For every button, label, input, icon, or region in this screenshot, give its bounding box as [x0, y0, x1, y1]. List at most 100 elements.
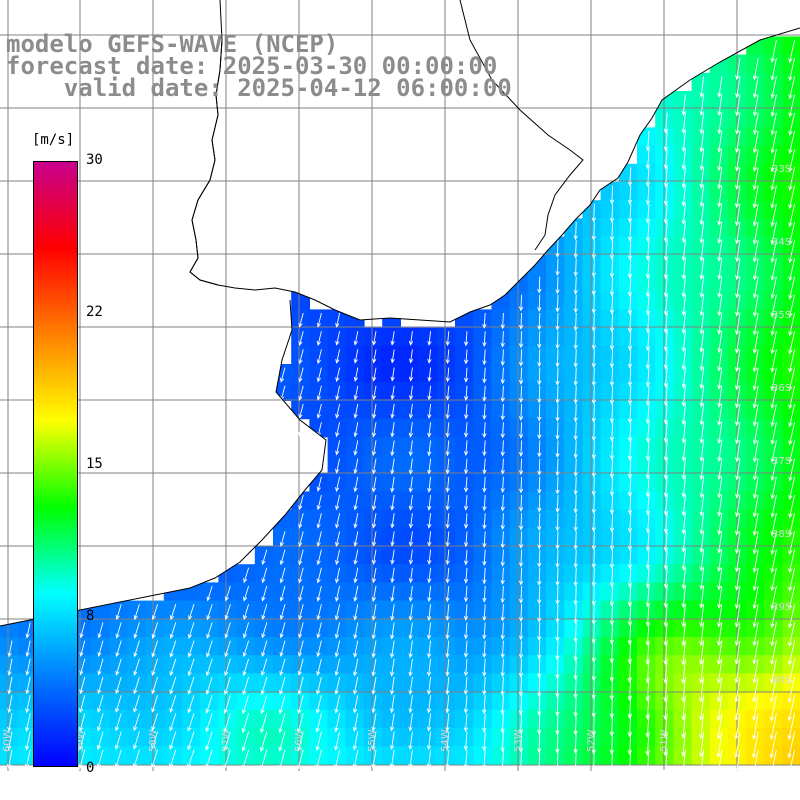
wind-arrow [663, 385, 668, 407]
wind-arrow [573, 403, 578, 423]
wind-arrow [223, 713, 231, 733]
wind-cell [509, 637, 529, 656]
wind-cell [564, 509, 583, 529]
wind-arrow [316, 531, 322, 548]
wind-cell [564, 709, 583, 729]
wind-arrow [334, 622, 341, 639]
wind-cell [564, 382, 583, 401]
wind-arrow [79, 676, 86, 695]
wind-cell [618, 509, 638, 529]
wind-cell [436, 436, 456, 456]
wind-arrow [372, 385, 377, 401]
wind-cell [509, 400, 529, 420]
wind-cell [709, 309, 729, 329]
wind-arrow [627, 294, 633, 315]
wind-cell [382, 455, 401, 474]
wind-arrow [426, 713, 432, 732]
wind-cell [218, 655, 238, 674]
wind-arrow [371, 713, 377, 732]
wind-arrow [788, 203, 796, 228]
wind-arrow [463, 349, 469, 365]
wind-cell [473, 527, 492, 547]
lon-label: 55W [367, 729, 378, 752]
wind-cell [473, 327, 492, 347]
wind-cell [455, 418, 474, 438]
wind-arrow [389, 640, 395, 659]
wind-arrow [681, 622, 686, 647]
wind-arrow [133, 640, 140, 658]
wind-arrow [555, 294, 560, 313]
wind-arrow [645, 367, 651, 388]
wind-cell [345, 400, 365, 420]
wind-cell [491, 455, 511, 474]
wind-cell [291, 691, 310, 711]
wind-cell [655, 291, 674, 310]
wind-arrow [573, 458, 578, 477]
wind-arrow [770, 312, 777, 336]
wind-cell [709, 364, 729, 383]
wind-arrow [537, 676, 542, 698]
wind-arrow [735, 240, 741, 263]
wind-arrow [482, 513, 487, 530]
wind-arrow [663, 240, 668, 261]
wind-arrow [315, 731, 322, 752]
wind-cell [18, 655, 37, 674]
wind-arrow [187, 658, 195, 677]
wind-cell [746, 491, 765, 511]
wind-cell [418, 637, 438, 656]
wind-cell [527, 455, 547, 474]
wind-cell [655, 273, 674, 292]
wind-arrow [42, 767, 49, 788]
wind-arrow [717, 130, 723, 153]
wind-arrow [518, 403, 524, 422]
wind-cell [673, 400, 693, 420]
wind-arrow [591, 312, 596, 332]
wind-cell [746, 582, 765, 602]
wind-arrow [699, 221, 705, 244]
wind-cell [382, 473, 401, 492]
wind-cell [564, 691, 583, 711]
wind-arrow [734, 513, 741, 536]
wind-cell [382, 527, 401, 547]
wind-arrow [371, 676, 377, 695]
wind-arrow [316, 567, 322, 584]
wind-arrow [627, 585, 632, 607]
wind-arrow [770, 349, 777, 373]
wind-arrow [788, 585, 796, 610]
wind-cell [782, 509, 800, 529]
wind-arrow [717, 367, 723, 390]
wind-arrow [555, 276, 560, 295]
wind-arrow [555, 531, 560, 550]
wind-arrow [591, 403, 596, 423]
wind-arrow [717, 476, 723, 499]
wind-arrow [426, 622, 432, 640]
wind-cell [600, 273, 620, 292]
wind-cell [564, 618, 583, 638]
wind-cell [527, 655, 547, 674]
wind-cell [145, 746, 165, 765]
wind-arrow [734, 203, 741, 227]
wind-arrow [609, 312, 615, 333]
wind-cell [618, 527, 638, 547]
wind-arrow [114, 731, 122, 750]
wind-arrow [645, 585, 650, 608]
wind-cell [127, 655, 147, 674]
wind-cell [182, 673, 201, 693]
wind-cell [109, 618, 128, 638]
wind-arrow [445, 604, 450, 621]
wind-cell [364, 691, 383, 711]
wind-arrow [353, 549, 359, 565]
wind-cell [746, 655, 765, 674]
wind-cell [582, 491, 602, 511]
wind-arrow [260, 676, 268, 696]
wind-arrow [681, 112, 686, 134]
wind-cell [127, 746, 147, 765]
wind-arrow [335, 422, 341, 438]
wind-arrow [278, 749, 286, 770]
wind-cell [709, 564, 729, 583]
wind-cell [436, 364, 456, 383]
wind-cell [673, 273, 693, 292]
wind-arrow [205, 749, 213, 770]
wind-cell [400, 546, 420, 565]
wind-arrow [627, 494, 633, 515]
